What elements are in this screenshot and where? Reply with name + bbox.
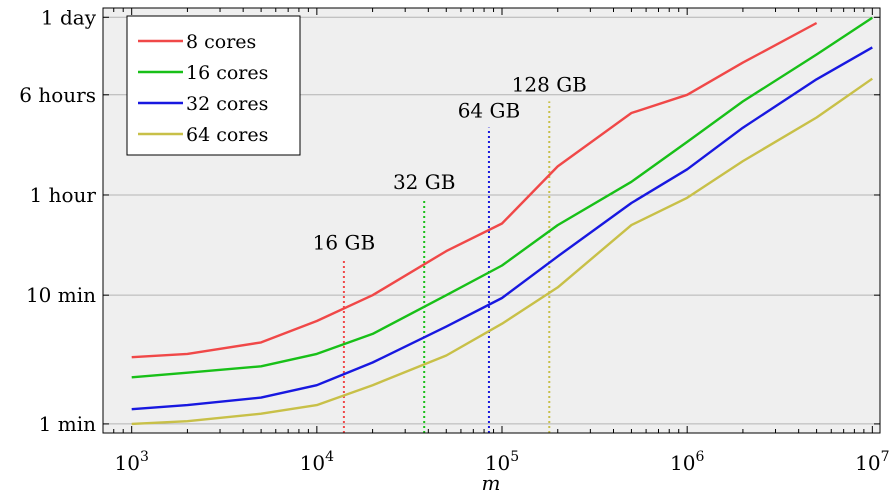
y-tick-label: 1 min <box>39 412 96 436</box>
legend: 8 cores 16 cores 32 cores 64 cores <box>126 15 301 156</box>
memory-limit-lines: 16 GB 32 GB 64 GB 128 GB <box>313 72 587 433</box>
x-tick-exponent: 6 <box>695 449 704 465</box>
plot-frame <box>102 7 881 434</box>
series-lines <box>131 16 873 426</box>
memory-limit-label: 32 GB <box>393 170 455 194</box>
series-line-3 <box>131 46 873 411</box>
series-line-2 <box>131 16 873 379</box>
x-tick-exponent: 3 <box>140 449 149 465</box>
x-tick-base: 10 <box>855 451 880 475</box>
memory-limit-label: 16 GB <box>313 230 375 254</box>
y-tick-labels: 1 min 10 min 1 hour 6 hours 1 day <box>19 5 96 436</box>
x-tick-base: 10 <box>670 451 695 475</box>
x-tick-labels: 103 104 105 106 107 <box>114 449 889 475</box>
y-tick-label: 6 hours <box>19 83 96 107</box>
x-tick-exponent: 7 <box>881 449 890 465</box>
legend-box <box>126 15 301 156</box>
memory-limit-label: 64 GB <box>458 99 520 123</box>
legend-label: 8 cores <box>186 31 256 53</box>
legend-label: 16 cores <box>186 62 268 84</box>
x-tick-label: 107 <box>855 449 889 475</box>
memory-limit-label: 128 GB <box>512 72 587 96</box>
x-tick-exponent: 4 <box>325 449 334 465</box>
legend-label: 32 cores <box>186 93 268 115</box>
x-tick-label: 106 <box>670 449 704 475</box>
x-tick-exponent: 5 <box>510 449 519 465</box>
x-tick-base: 10 <box>485 451 510 475</box>
x-tick-base: 10 <box>114 451 139 475</box>
series-line-4 <box>131 77 873 426</box>
x-tick-label: 104 <box>300 449 334 475</box>
axis-ticks <box>102 8 880 433</box>
y-tick-label: 1 hour <box>30 183 97 207</box>
series-line-1 <box>131 21 818 359</box>
y-tick-label: 1 day <box>41 5 97 29</box>
legend-label: 64 cores <box>186 124 268 146</box>
x-axis-title: m <box>482 471 501 495</box>
x-tick-base: 10 <box>300 451 325 475</box>
x-tick-label: 105 <box>485 449 519 475</box>
x-tick-label: 103 <box>114 449 148 475</box>
y-tick-label: 10 min <box>26 283 96 307</box>
